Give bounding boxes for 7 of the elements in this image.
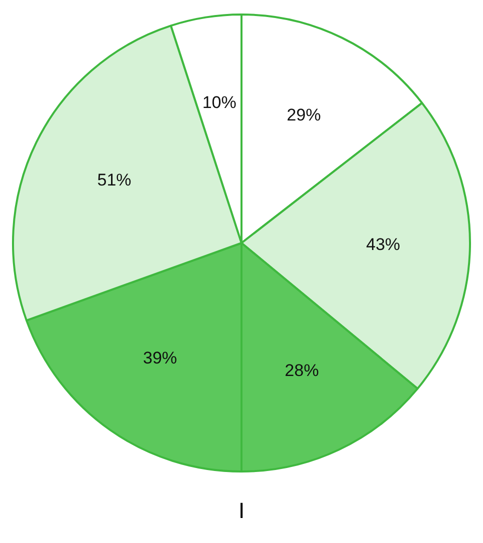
data-label: 39%	[143, 348, 178, 368]
data-label: 51%	[97, 170, 132, 190]
data-label: 29%	[286, 105, 321, 124]
data-label: 28%	[284, 360, 319, 380]
data-label: 10%	[202, 92, 236, 112]
data-label: 43%	[366, 234, 400, 254]
text: I	[237, 498, 246, 524]
